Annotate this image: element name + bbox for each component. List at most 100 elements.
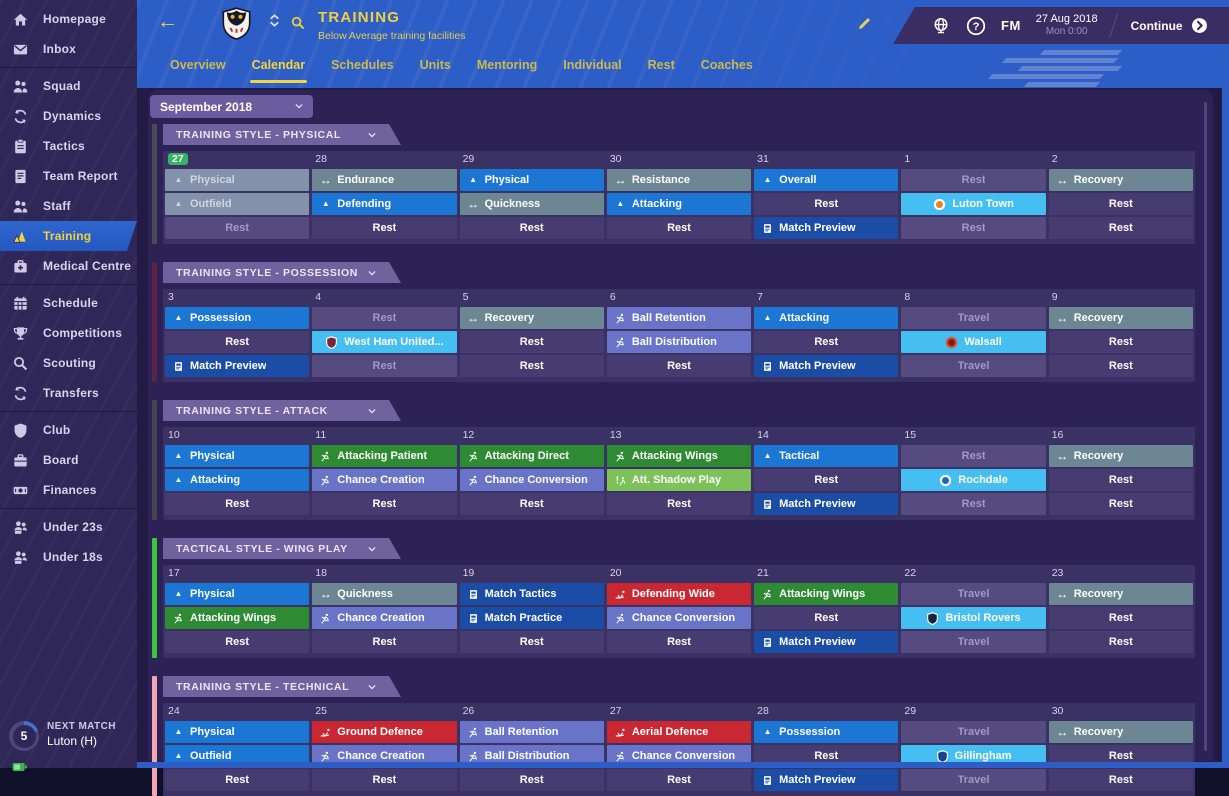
rest-cell[interactable]: Rest xyxy=(165,217,310,239)
session-cell[interactable]: Attacking Wings xyxy=(754,583,899,605)
rest-cell[interactable]: Rest xyxy=(901,169,1046,191)
help-icon[interactable]: ? xyxy=(966,16,986,36)
session-cell[interactable]: Match Preview xyxy=(754,631,899,653)
session-cell[interactable]: ▲ Attacking xyxy=(606,193,752,215)
sidebar-item-team-report[interactable]: Team Report xyxy=(0,161,137,191)
session-cell[interactable]: ▲ Attacking xyxy=(754,307,899,329)
session-cell[interactable]: ▲ Defending xyxy=(312,193,457,215)
section-chevrons-icon[interactable] xyxy=(267,13,282,33)
rest-cell[interactable]: Rest xyxy=(606,493,752,515)
rest-cell[interactable]: Rest xyxy=(459,769,604,791)
session-cell[interactable]: ↔ Endurance xyxy=(312,169,457,191)
match-cell[interactable]: Bristol Rovers xyxy=(901,607,1046,629)
travel-cell[interactable]: Travel xyxy=(901,355,1046,377)
session-cell[interactable]: Ball Distribution xyxy=(606,331,752,353)
rest-cell[interactable]: Rest xyxy=(1048,469,1193,491)
session-cell[interactable]: Attacking Patient xyxy=(312,445,457,467)
rest-cell[interactable]: Rest xyxy=(1048,607,1193,629)
session-cell[interactable]: ↔ Quickness xyxy=(459,193,604,215)
session-cell[interactable]: Ball Retention xyxy=(606,307,752,329)
sidebar-item-staff[interactable]: Staff xyxy=(0,191,137,221)
session-cell[interactable]: ▲ Physical xyxy=(459,169,604,191)
scrollbar[interactable] xyxy=(1204,102,1207,751)
sidebar-item-homepage[interactable]: Homepage xyxy=(0,4,137,34)
world-icon[interactable] xyxy=(931,16,951,36)
sidebar-item-schedule[interactable]: Schedule xyxy=(0,288,137,318)
tab-calendar[interactable]: Calendar xyxy=(239,58,319,88)
session-cell[interactable]: ↔ Recovery xyxy=(1048,169,1193,191)
continue-button[interactable]: Continue xyxy=(1131,17,1208,34)
session-cell[interactable]: Chance Conversion xyxy=(606,745,752,767)
month-dropdown[interactable]: September 2018 xyxy=(150,95,313,118)
training-style-dropdown[interactable]: TRAINING STYLE - POSSESSION xyxy=(163,262,401,283)
session-cell[interactable]: ↔ Recovery xyxy=(1048,583,1193,605)
sidebar-item-scouting[interactable]: Scouting xyxy=(0,348,137,378)
rest-cell[interactable]: Rest xyxy=(1048,217,1193,239)
rest-cell[interactable]: Rest xyxy=(165,769,310,791)
training-style-dropdown[interactable]: TRAINING STYLE - TECHNICAL xyxy=(163,676,401,697)
session-cell[interactable]: ↔ Recovery xyxy=(1048,445,1193,467)
session-cell[interactable]: ↔ Recovery xyxy=(1048,721,1193,743)
session-cell[interactable]: ↔ Recovery xyxy=(1048,307,1193,329)
sidebar-item-club[interactable]: Club xyxy=(0,415,137,445)
rest-cell[interactable]: Rest xyxy=(312,355,457,377)
tab-units[interactable]: Units xyxy=(419,58,451,72)
session-cell[interactable]: ▲ Possession xyxy=(754,721,899,743)
sidebar-item-dynamics[interactable]: Dynamics xyxy=(0,101,137,131)
rest-cell[interactable]: Rest xyxy=(1048,193,1193,215)
sidebar-item-training[interactable]: Training xyxy=(0,221,137,251)
rest-cell[interactable]: Rest xyxy=(754,193,899,215)
training-style-dropdown[interactable]: TACTICAL STYLE - WING PLAY xyxy=(163,538,401,559)
session-cell[interactable]: ↔ Quickness xyxy=(312,583,457,605)
rest-cell[interactable]: Rest xyxy=(459,631,604,653)
session-cell[interactable]: Chance Creation xyxy=(312,469,457,491)
travel-cell[interactable]: Travel xyxy=(901,721,1046,743)
session-cell[interactable]: Chance Conversion xyxy=(606,607,752,629)
search-icon[interactable] xyxy=(290,15,306,36)
sidebar-item-board[interactable]: Board xyxy=(0,445,137,475)
rest-cell[interactable]: Rest xyxy=(459,217,604,239)
rest-cell[interactable]: Rest xyxy=(754,607,899,629)
tab-overview[interactable]: Overview xyxy=(170,58,226,72)
session-cell[interactable]: ▲ Physical xyxy=(165,169,310,191)
session-cell[interactable]: ↔ Recovery xyxy=(459,307,604,329)
travel-cell[interactable]: Travel xyxy=(901,631,1046,653)
rest-cell[interactable]: Rest xyxy=(901,445,1046,467)
rest-cell[interactable]: Rest xyxy=(606,355,752,377)
rest-cell[interactable]: Rest xyxy=(459,355,604,377)
tab-rest[interactable]: Rest xyxy=(647,58,675,72)
rest-cell[interactable]: Rest xyxy=(165,631,310,653)
session-cell[interactable]: ▲ Physical xyxy=(165,445,310,467)
session-cell[interactable]: Match Preview xyxy=(754,493,899,515)
session-cell[interactable]: Chance Creation xyxy=(312,745,457,767)
match-cell[interactable]: West Ham United... xyxy=(312,331,457,353)
session-cell[interactable]: Match Preview xyxy=(754,217,899,239)
sidebar-item-squad[interactable]: Squad xyxy=(0,71,137,101)
session-cell[interactable]: Attacking Wings xyxy=(606,445,752,467)
rest-cell[interactable]: Rest xyxy=(1048,769,1193,791)
session-cell[interactable]: ▲ Physical xyxy=(165,583,310,605)
session-cell[interactable]: ▲ Outfield xyxy=(165,745,310,767)
rest-cell[interactable]: Rest xyxy=(312,217,457,239)
travel-cell[interactable]: Travel xyxy=(901,307,1046,329)
session-cell[interactable]: Defending Wide xyxy=(606,583,752,605)
club-crest-icon[interactable] xyxy=(220,3,253,48)
sidebar-item-inbox[interactable]: Inbox xyxy=(0,34,137,64)
match-cell[interactable]: Gillingham xyxy=(901,745,1046,767)
session-cell[interactable]: ▲ Possession xyxy=(165,307,310,329)
session-cell[interactable]: Att. Shadow Play xyxy=(606,469,752,491)
rest-cell[interactable]: Rest xyxy=(165,331,310,353)
session-cell[interactable]: Match Preview xyxy=(754,355,899,377)
match-cell[interactable]: Luton Town xyxy=(901,193,1046,215)
sidebar-item-medical-centre[interactable]: Medical Centre xyxy=(0,251,137,281)
rest-cell[interactable]: Rest xyxy=(165,493,310,515)
match-cell[interactable]: Rochdale xyxy=(901,469,1046,491)
rest-cell[interactable]: Rest xyxy=(459,331,604,353)
session-cell[interactable]: Ball Distribution xyxy=(459,745,604,767)
travel-cell[interactable]: Travel xyxy=(901,769,1046,791)
sidebar-item-under-23s[interactable]: Under 23s xyxy=(0,512,137,542)
session-cell[interactable]: Chance Creation xyxy=(312,607,457,629)
session-cell[interactable]: Chance Conversion xyxy=(459,469,604,491)
rest-cell[interactable]: Rest xyxy=(1048,631,1193,653)
rest-cell[interactable]: Rest xyxy=(1048,493,1193,515)
